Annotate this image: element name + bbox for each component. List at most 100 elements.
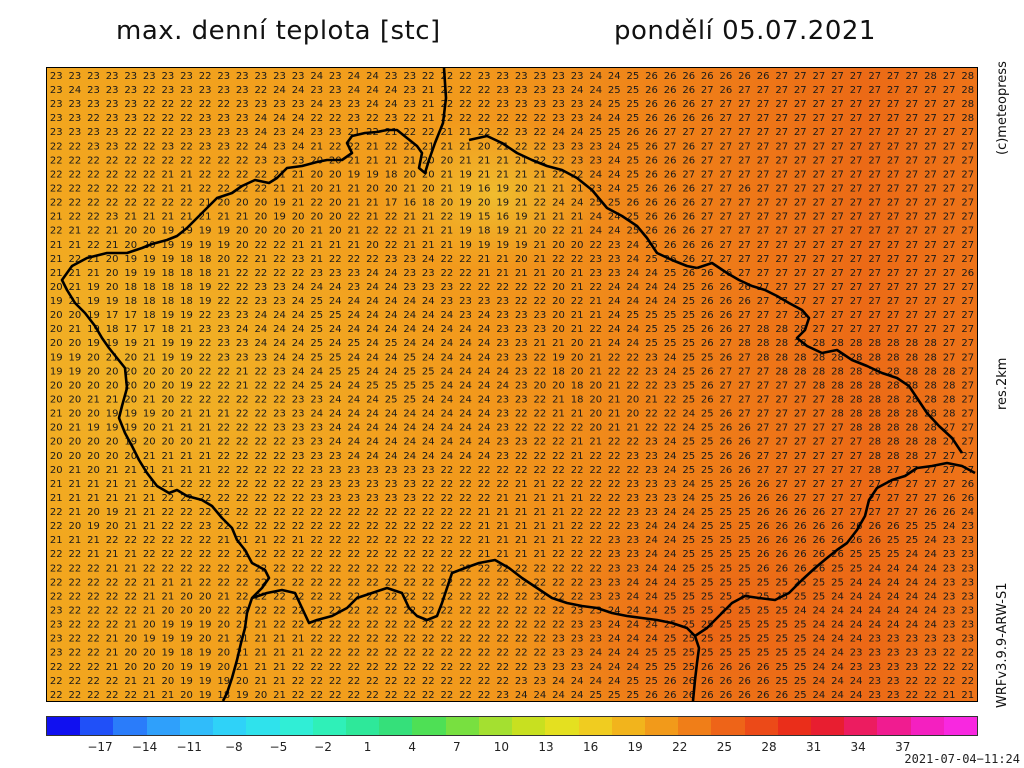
grid-value: 26 xyxy=(664,198,677,209)
grid-value: 27 xyxy=(868,296,881,307)
grid-value: 25 xyxy=(775,577,788,588)
grid-value: 24 xyxy=(366,99,379,110)
grid-value: 22 xyxy=(217,493,230,504)
grid-value: 23 xyxy=(645,437,658,448)
grid-value: 25 xyxy=(701,577,714,588)
grid-value: 23 xyxy=(403,254,416,265)
grid-value: 23 xyxy=(961,577,974,588)
grid-value: 28 xyxy=(757,338,770,349)
grid-value: 22 xyxy=(143,113,156,124)
grid-value: 24 xyxy=(329,380,342,391)
grid-value: 25 xyxy=(682,563,695,574)
grid-value: 23 xyxy=(589,591,602,602)
grid-value: 27 xyxy=(850,155,863,166)
grid-value: 27 xyxy=(701,198,714,209)
grid-value: 26 xyxy=(887,521,900,532)
grid-value: 24 xyxy=(589,99,602,110)
grid-value: 24 xyxy=(608,282,621,293)
grid-value: 23 xyxy=(608,240,621,251)
grid-value: 22 xyxy=(310,521,323,532)
grid-value: 22 xyxy=(645,409,658,420)
grid-value: 22 xyxy=(255,521,268,532)
grid-value: 20 xyxy=(69,395,82,406)
grid-value: 22 xyxy=(552,606,565,617)
grid-value: 20 xyxy=(329,212,342,223)
grid-value: 28 xyxy=(831,409,844,420)
grid-value: 24 xyxy=(552,690,565,701)
grid-value: 22 xyxy=(496,113,509,124)
grid-value: 22 xyxy=(441,113,454,124)
grid-value: 27 xyxy=(794,184,807,195)
grid-value: 24 xyxy=(589,113,602,124)
grid-value: 21 xyxy=(69,423,82,434)
grid-value: 22 xyxy=(143,169,156,180)
grid-value: 25 xyxy=(682,591,695,602)
grid-value: 27 xyxy=(906,127,919,138)
grid-value: 22 xyxy=(534,606,547,617)
grid-value: 22 xyxy=(199,99,212,110)
grid-value: 21 xyxy=(143,507,156,518)
grid-value: 24 xyxy=(868,577,881,588)
grid-value: 22 xyxy=(106,198,119,209)
grid-value: 18 xyxy=(422,198,435,209)
grid-value: 23 xyxy=(515,127,528,138)
grid-value: 23 xyxy=(552,85,565,96)
grid-value: 23 xyxy=(292,423,305,434)
grid-value: 19 xyxy=(162,310,175,321)
grid-value: 23 xyxy=(310,127,323,138)
grid-value: 23 xyxy=(943,535,956,546)
grid-value: 22 xyxy=(534,352,547,363)
grid-value: 19 xyxy=(199,226,212,237)
grid-value: 24 xyxy=(459,366,472,377)
grid-value: 27 xyxy=(943,254,956,265)
grid-value: 22 xyxy=(441,690,454,701)
grid-value: 27 xyxy=(720,395,733,406)
grid-value: 21 xyxy=(571,212,584,223)
grid-value: 22 xyxy=(348,690,361,701)
grid-value: 23 xyxy=(850,648,863,659)
grid-value: 22 xyxy=(236,296,249,307)
grid-value: 19 xyxy=(515,240,528,251)
grid-value: 28 xyxy=(924,437,937,448)
grid-value: 20 xyxy=(552,282,565,293)
grid-value: 24 xyxy=(924,535,937,546)
grid-value: 22 xyxy=(199,338,212,349)
grid-value: 27 xyxy=(775,479,788,490)
grid-value: 21 xyxy=(106,479,119,490)
grid-value: 24 xyxy=(813,676,826,687)
grid-value: 20 xyxy=(143,366,156,377)
grid-value: 23 xyxy=(329,451,342,462)
temperature-map[interactable]: 23 23 23 23 23 23 23 23 22 23 23 23 23 23 24 23 24 24 23 23… xyxy=(46,67,978,702)
grid-value: 22 xyxy=(329,254,342,265)
grid-value: 18 xyxy=(124,296,137,307)
grid-value: 26 xyxy=(720,690,733,701)
grid-value: 26 xyxy=(720,85,733,96)
grid-value: 24 xyxy=(664,465,677,476)
grid-value: 16 xyxy=(403,198,416,209)
grid-value: 22 xyxy=(50,226,63,237)
grid-value: 27 xyxy=(794,437,807,448)
grid-value: 18 xyxy=(478,226,491,237)
grid-value: 22 xyxy=(478,113,491,124)
grid-value: 22 xyxy=(422,662,435,673)
grid-value: 26 xyxy=(813,535,826,546)
grid-value: 22 xyxy=(552,169,565,180)
grid-value: 25 xyxy=(682,437,695,448)
color-scale-tick: 19 xyxy=(628,740,643,754)
country-border-inner xyxy=(696,261,964,454)
grid-value: 21 xyxy=(106,662,119,673)
grid-value: 27 xyxy=(720,212,733,223)
grid-value: 22 xyxy=(255,465,268,476)
grid-value: 19 xyxy=(217,676,230,687)
grid-value: 22 xyxy=(422,535,435,546)
grid-value: 24 xyxy=(348,85,361,96)
grid-value: 24 xyxy=(366,310,379,321)
grid-value: 27 xyxy=(775,437,788,448)
grid-value: 24 xyxy=(348,296,361,307)
grid-value: 27 xyxy=(961,282,974,293)
grid-value: 27 xyxy=(943,324,956,335)
grid-value: 24 xyxy=(310,71,323,82)
grid-value: 25 xyxy=(887,535,900,546)
grid-value: 27 xyxy=(850,226,863,237)
grid-value: 27 xyxy=(794,226,807,237)
